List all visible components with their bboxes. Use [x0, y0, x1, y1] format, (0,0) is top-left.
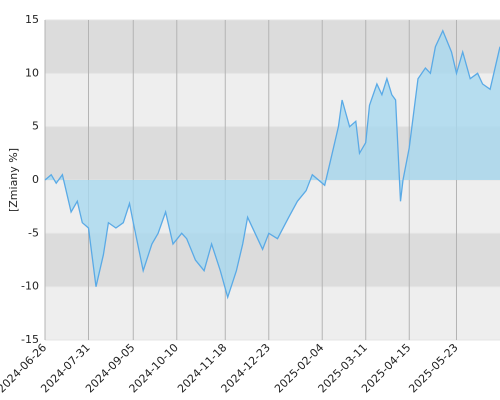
y-tick-label: -5 [28, 226, 39, 239]
band [45, 20, 500, 74]
y-tick-label: 5 [32, 120, 39, 133]
y-tick-label: 0 [32, 173, 39, 186]
line [44, 29, 500, 300]
y-axis-label: [Zmiany %] [7, 148, 20, 212]
x-tick-label: 2025-05-23 [406, 341, 460, 395]
y-tick-label: -10 [21, 280, 39, 293]
band [45, 286, 500, 340]
y-tick-label: -15 [21, 333, 39, 346]
y-tick-label: 15 [25, 13, 39, 26]
band [45, 233, 500, 287]
y-tick-label: 10 [25, 66, 39, 79]
